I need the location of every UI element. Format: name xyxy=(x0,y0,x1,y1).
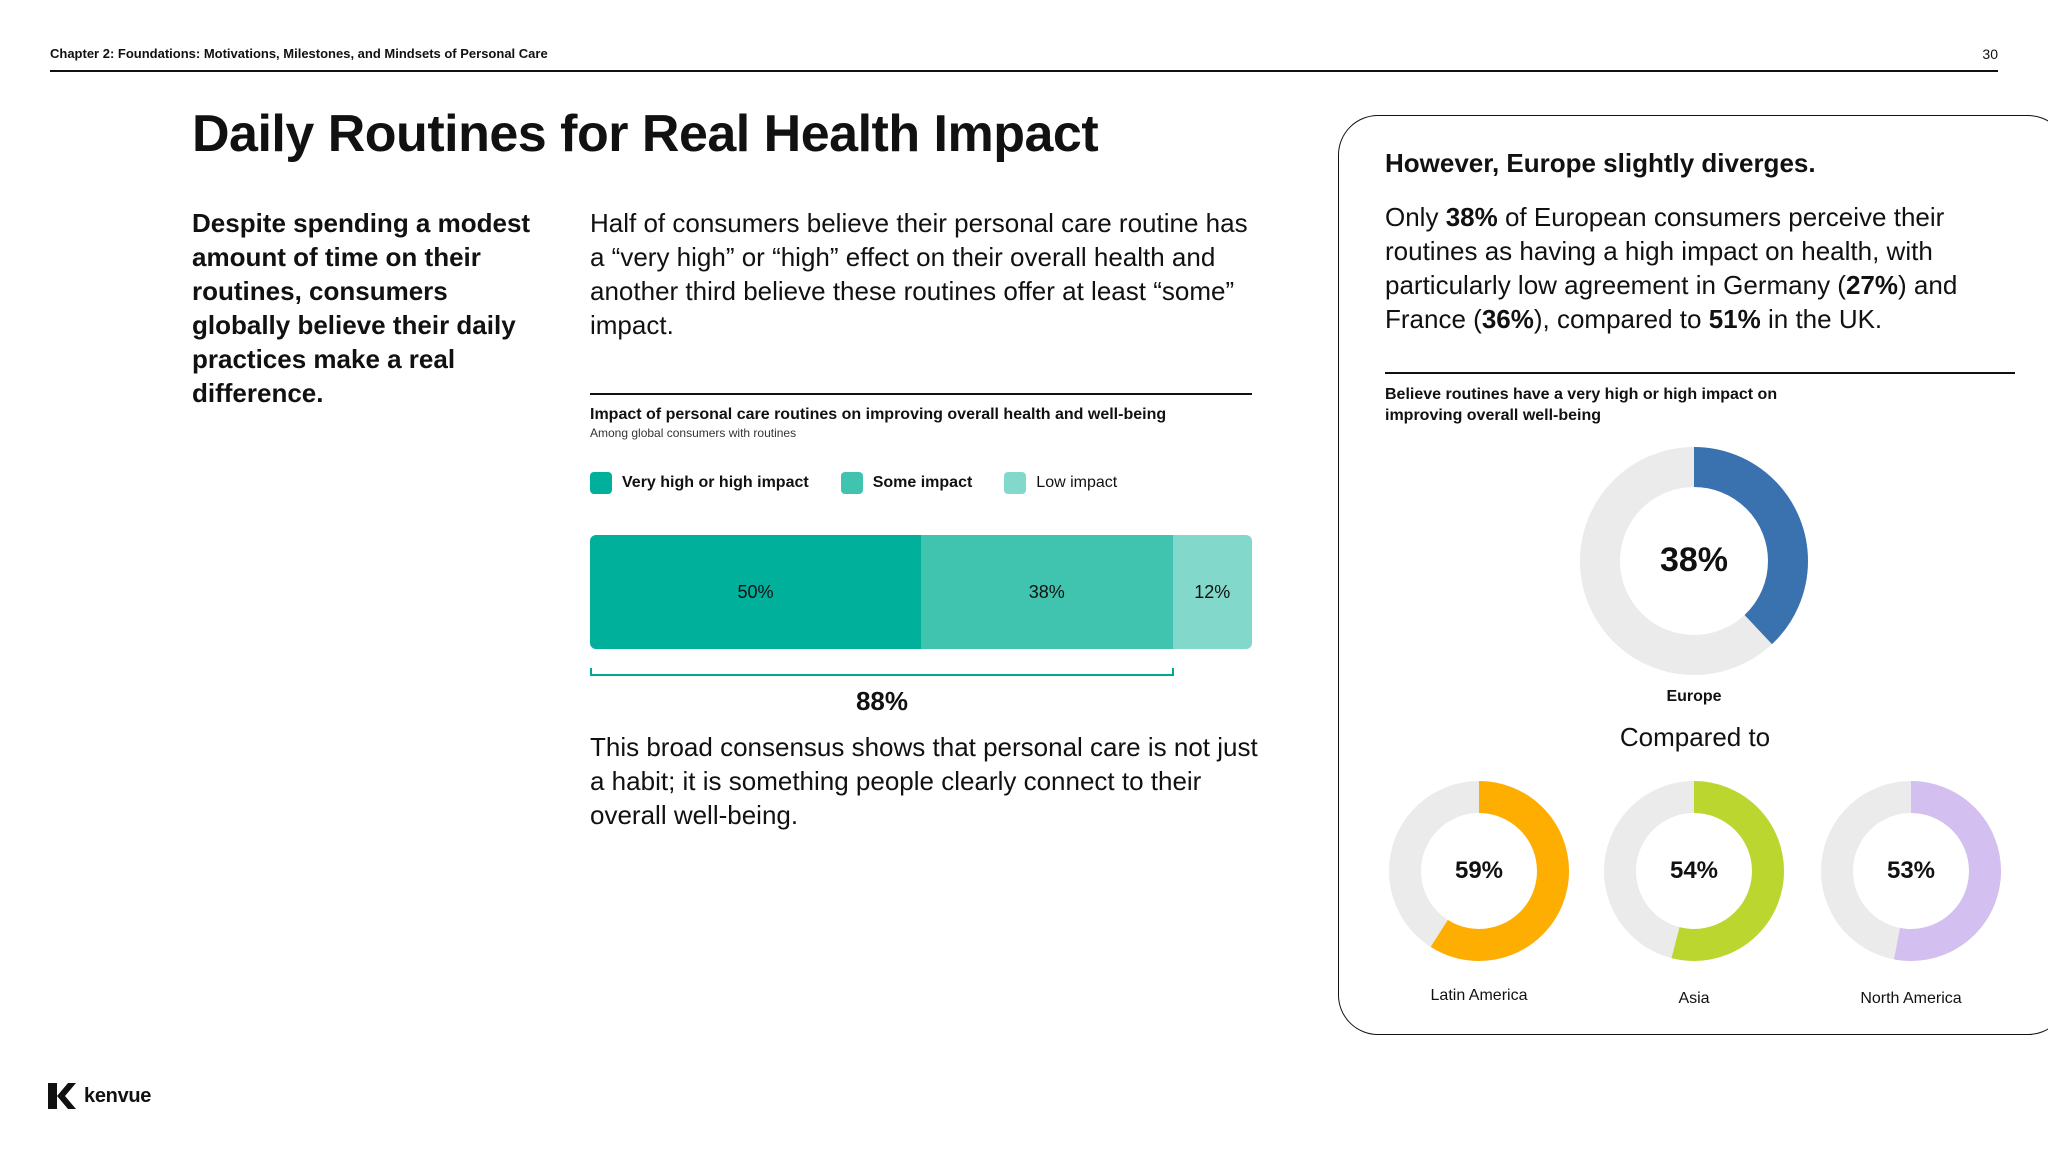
panel-stat: 38% xyxy=(1445,202,1498,232)
page-title: Daily Routines for Real Health Impact xyxy=(192,105,1099,163)
donut-arc xyxy=(1389,781,1569,961)
legend-item-some: Some impact xyxy=(840,472,973,494)
donut-arc xyxy=(1604,781,1784,961)
panel-paragraph: Only 38% of European consumers perceive … xyxy=(1385,200,2015,336)
bar-chart-subtitle: Among global consumers with routines xyxy=(590,426,797,440)
legend-swatch-very-high xyxy=(590,472,612,494)
donut-arc xyxy=(1580,447,1808,675)
panel-text-run: ), compared to xyxy=(1533,304,1709,334)
bar-chart-legend: Very high or high impact Some impact Low… xyxy=(590,472,1149,494)
donut-value: 54% xyxy=(1669,856,1719,884)
donut-arc xyxy=(1821,781,2001,961)
legend-item-low: Low impact xyxy=(1004,472,1117,494)
panel-text-run: Only xyxy=(1385,202,1446,232)
bar-segment-label: 38% xyxy=(1028,581,1065,602)
donut-label: Europe xyxy=(1666,688,1722,705)
panel-text-run: ) and France ( xyxy=(1385,270,1958,334)
panel-stat: 36% xyxy=(1481,304,1534,334)
donut-europe: 38% xyxy=(1578,445,1810,677)
donut-label: North America xyxy=(1860,990,1962,1007)
chapter-title: Chapter 2: Foundations: Motivations, Mil… xyxy=(50,46,548,61)
bar-segment-2: 38% xyxy=(921,535,1173,649)
panel-text-run: of European consumers perceive their rou… xyxy=(1385,202,1945,300)
donut-value: 59% xyxy=(1454,856,1504,884)
legend-label: Low impact xyxy=(1036,474,1118,491)
conclusion-paragraph: This broad consensus shows that personal… xyxy=(590,732,1258,830)
kenvue-logo: kenvue xyxy=(48,1083,151,1109)
bar-segment-1: 50% xyxy=(590,535,921,649)
panel-divider xyxy=(1385,372,2015,374)
kenvue-k-icon xyxy=(48,1083,76,1109)
donut-label: Asia xyxy=(1678,990,1710,1007)
europe-panel xyxy=(1338,115,2048,1035)
stacked-bar: 50% 38% 12% xyxy=(590,535,1252,649)
legend-swatch-low xyxy=(1004,472,1027,494)
compared-to-label: Compared to xyxy=(1619,722,1771,752)
bar-segment-label: 50% xyxy=(737,581,774,602)
panel-stat: 27% xyxy=(1845,270,1899,300)
total-bracket-label: 88% xyxy=(855,686,909,716)
intro-paragraph: Half of consumers believe their personal… xyxy=(590,208,1248,340)
chart-divider xyxy=(590,393,1252,395)
donut-chart-title: Believe routines have a very high or hig… xyxy=(1385,386,1778,424)
legend-label: Some impact xyxy=(872,474,973,491)
lead-paragraph: Despite spending a modest amount of time… xyxy=(192,208,531,408)
bar-chart-title: Impact of personal care routines on impr… xyxy=(590,406,1167,423)
donut-latin-america: 59% xyxy=(1387,779,1571,963)
bar-segment-label: 12% xyxy=(1194,581,1231,602)
donut-asia: 54% xyxy=(1602,779,1786,963)
donut-label: Latin America xyxy=(1430,987,1528,1004)
legend-swatch-some xyxy=(840,472,863,494)
panel-heading: However, Europe slightly diverges. xyxy=(1385,148,1816,178)
legend-label: Very high or high impact xyxy=(622,474,809,491)
header-divider xyxy=(50,70,1998,72)
donut-north-america: 53% xyxy=(1819,779,2003,963)
donut-value: 53% xyxy=(1886,856,1936,884)
panel-stat: 51% xyxy=(1708,304,1761,334)
legend-item-very-high: Very high or high impact xyxy=(590,472,809,494)
bar-segment-3: 12% xyxy=(1172,535,1252,649)
total-bracket xyxy=(590,668,1174,676)
logo-wordmark: kenvue xyxy=(84,1084,152,1107)
donut-value: 38% xyxy=(1659,540,1729,579)
panel-text-run: in the UK. xyxy=(1760,304,1883,334)
page-number: 30 xyxy=(1982,46,1998,62)
